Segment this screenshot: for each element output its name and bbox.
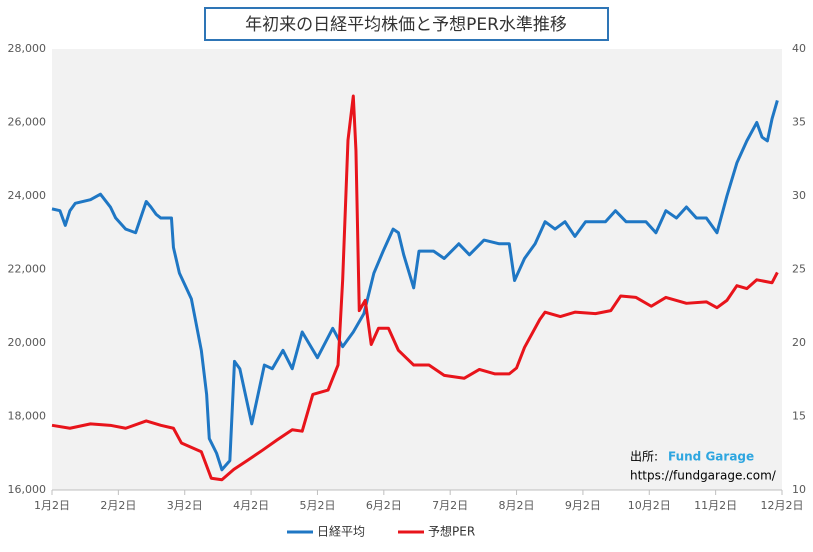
source-name: Fund Garage: [668, 450, 754, 464]
x-tick-label: 6月2日: [366, 499, 402, 512]
series-line: [51, 94, 779, 482]
y2-tick-label: 15: [792, 410, 806, 423]
x-tick-label: 10月2日: [628, 499, 671, 512]
x-tick-label: 9月2日: [565, 499, 601, 512]
y2-tick-label: 10: [792, 483, 806, 496]
y-tick-label: 22,000: [8, 263, 47, 276]
source-label: 出所:: [630, 450, 658, 464]
y-tick-label: 24,000: [8, 189, 47, 202]
series-line: [51, 100, 779, 472]
y-tick-label: 20,000: [8, 336, 47, 349]
y2-tick-label: 20: [792, 336, 806, 349]
y-tick-label: 26,000: [8, 116, 47, 129]
x-tick-label: 2月2日: [100, 499, 136, 512]
source-url: https://fundgarage.com/: [630, 469, 777, 483]
x-tick-label: 12月2日: [761, 499, 804, 512]
legend-label: 日経平均: [317, 525, 365, 539]
y2-tick-label: 35: [792, 116, 806, 129]
x-tick-label: 4月2日: [233, 499, 269, 512]
y2-tick-label: 40: [792, 42, 806, 55]
x-tick-label: 5月2日: [299, 499, 335, 512]
legend-label: 予想PER: [428, 524, 475, 539]
x-tick-label: 8月2日: [499, 499, 535, 512]
x-tick-label: 11月2日: [694, 499, 737, 512]
x-tick-label: 7月2日: [432, 499, 468, 512]
y2-tick-label: 25: [792, 263, 806, 276]
y-tick-label: 16,000: [8, 483, 47, 496]
y-tick-label: 28,000: [8, 42, 47, 55]
title-box: [204, 7, 609, 41]
chart-title: 年初来の日経平均株価と予想PER水準推移: [245, 15, 567, 35]
y-tick-label: 18,000: [8, 410, 47, 423]
x-tick-label: 3月2日: [167, 499, 203, 512]
x-tick-label: 1月2日: [34, 499, 70, 512]
y2-tick-label: 30: [792, 189, 806, 202]
